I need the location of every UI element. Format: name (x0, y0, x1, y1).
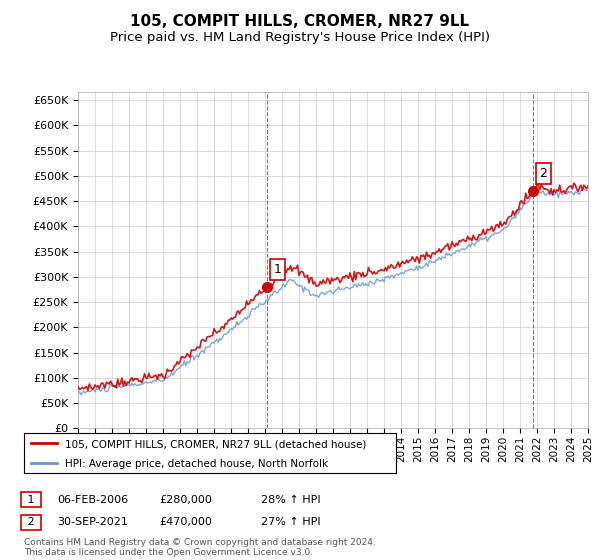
Text: £470,000: £470,000 (159, 517, 212, 528)
Text: 2: 2 (539, 167, 547, 180)
Text: Price paid vs. HM Land Registry's House Price Index (HPI): Price paid vs. HM Land Registry's House … (110, 31, 490, 44)
Text: 1: 1 (24, 494, 38, 505)
Text: £280,000: £280,000 (159, 494, 212, 505)
Text: 1: 1 (274, 263, 281, 276)
Text: 105, COMPIT HILLS, CROMER, NR27 9LL (detached house): 105, COMPIT HILLS, CROMER, NR27 9LL (det… (65, 439, 366, 449)
Text: 105, COMPIT HILLS, CROMER, NR27 9LL: 105, COMPIT HILLS, CROMER, NR27 9LL (130, 14, 470, 29)
Text: Contains HM Land Registry data © Crown copyright and database right 2024.
This d: Contains HM Land Registry data © Crown c… (24, 538, 376, 557)
Text: 06-FEB-2006: 06-FEB-2006 (57, 494, 128, 505)
Text: 2: 2 (24, 517, 38, 528)
Text: 27% ↑ HPI: 27% ↑ HPI (261, 517, 320, 528)
Text: HPI: Average price, detached house, North Norfolk: HPI: Average price, detached house, Nort… (65, 459, 328, 469)
Text: 28% ↑ HPI: 28% ↑ HPI (261, 494, 320, 505)
Text: 30-SEP-2021: 30-SEP-2021 (57, 517, 128, 528)
